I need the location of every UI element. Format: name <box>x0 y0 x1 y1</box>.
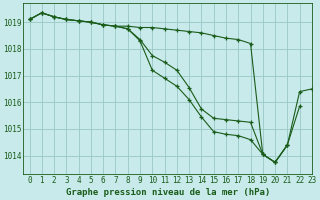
X-axis label: Graphe pression niveau de la mer (hPa): Graphe pression niveau de la mer (hPa) <box>66 188 270 197</box>
